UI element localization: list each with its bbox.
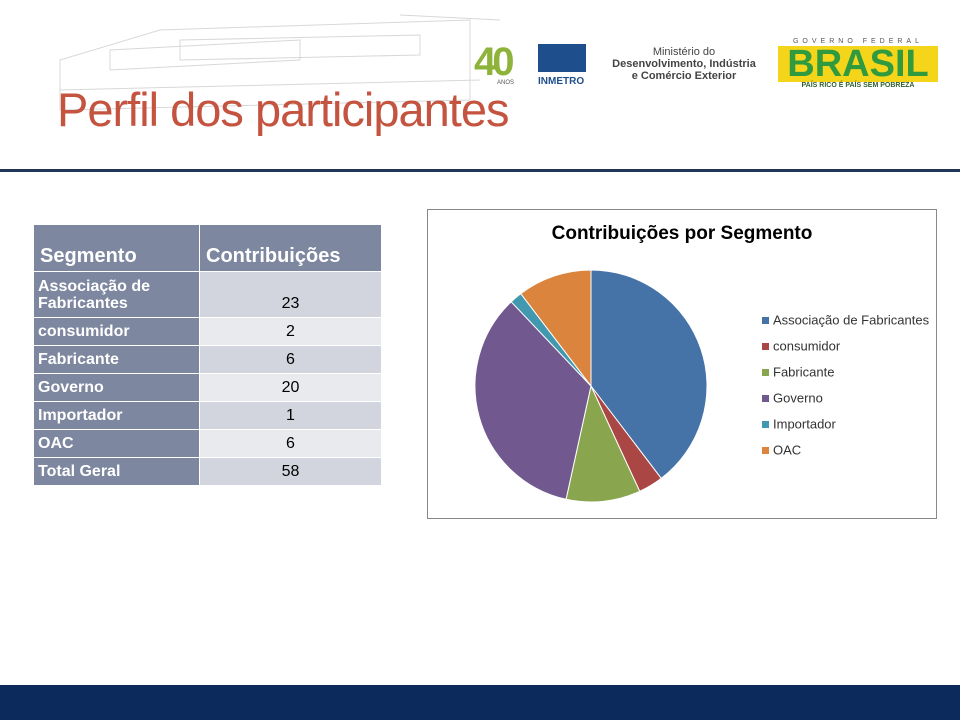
row-value: 23 [200,272,382,318]
legend-label: Importador [773,416,837,431]
ministry-line: e Comércio Exterior [631,70,737,82]
legend-label: OAC [773,442,801,457]
chart: Contribuições por Segmento Associação de… [427,209,937,519]
legend-label: Fabricante [773,364,834,379]
legend-label: consumidor [773,338,841,353]
row-label: Governo [34,374,200,402]
row-value: 20 [200,374,382,402]
row-label: OAC [34,430,200,458]
pie-slice [565,384,641,503]
row-label: consumidor [34,318,200,346]
legend-swatch [762,447,769,454]
brand-logo: BRASIL [778,45,938,83]
row-value: 6 [200,346,382,374]
anniversary-caption: ANOS [497,80,515,86]
chart-title: Contribuições por Segmento [552,223,813,244]
ministry-logo: Ministério do Desenvolvimento, Indústria… [596,46,772,82]
ministry-line: Ministério do [652,46,716,58]
legend-swatch [762,343,769,350]
slogan: PAÍS RICO É PAÍS SEM POBREZA [801,82,915,89]
inmetro-icon [538,44,586,72]
row-value: 6 [200,430,382,458]
row-label: Total Geral [34,458,200,486]
government-label: GOVERNO FEDERAL [792,38,923,45]
row-label: Fabricante [34,346,200,374]
anniversary-logo: 40 [474,40,514,84]
legend-swatch [762,369,769,376]
inmetro-logo: INMETRO [538,76,585,87]
row-value: 1 [200,402,382,430]
legend-swatch [762,317,769,324]
row-label: Associação de Fabricantes [34,272,200,318]
column-header: Segmento [34,224,200,272]
pie-slice [474,301,592,500]
pie-slice [520,269,592,388]
column-header: Contribuições [200,224,382,272]
table: Segmento Contribuições Associação de Fabri… [34,224,382,488]
legend-swatch [762,421,769,428]
slide-title: Perfil dos participantes [57,83,509,136]
legend-swatch [762,395,769,402]
legend-label: Governo [773,390,823,405]
row-value: 58 [200,458,382,486]
row-value: 2 [200,318,382,346]
row-label: Importador [34,402,200,430]
pie-slice [590,269,708,480]
legend-label: Associação de Fabricantes [773,312,930,327]
ministry-line: Desenvolvimento, Indústria [612,58,756,70]
